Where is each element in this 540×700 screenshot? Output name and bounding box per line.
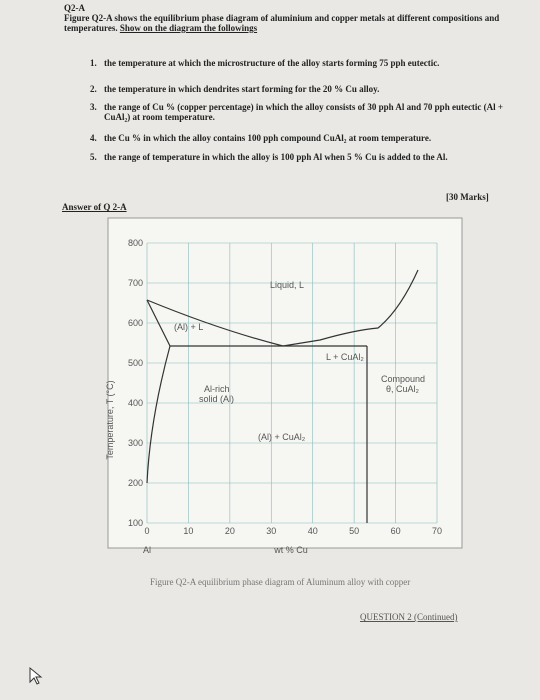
footer: QUESTION 2 (Continued) <box>360 612 458 622</box>
region-label: (Al) + CuAl₂ <box>258 432 306 442</box>
question: 4. the Cu % in which the alloy contains 1… <box>90 133 510 143</box>
question-text: the temperature in which dendrites start… <box>104 84 380 94</box>
region-label: θ, CuAl₂ <box>386 384 420 394</box>
question: 2. the temperature in which dendrites sta… <box>90 84 510 94</box>
question-number: 2. <box>90 84 97 94</box>
x-tick-label: 60 <box>391 526 401 536</box>
intro: Figure Q2-A shows the equilibrium phase … <box>64 13 504 33</box>
region-label: L + CuAl₂ <box>326 352 364 362</box>
figure-frame <box>107 217 463 549</box>
region-label: solid (Al) <box>199 394 234 404</box>
x-tick-label: 30 <box>266 526 276 536</box>
question: 5. the range of temperature in which the … <box>90 152 510 162</box>
answer-heading: Answer of Q 2-A <box>62 202 127 212</box>
region-label: Al-rich <box>204 384 230 394</box>
x-axis-label: wt % Cu <box>273 545 308 555</box>
marks: [30 Marks] <box>446 192 489 202</box>
y-tick-label: 200 <box>128 478 143 488</box>
y-tick-label: 800 <box>128 238 143 248</box>
title: Q2-A <box>64 3 85 13</box>
region-label: (Al) + L <box>174 322 203 332</box>
question: 1. the temperature at which the microstru… <box>90 58 510 68</box>
y-tick-label: 600 <box>128 318 143 328</box>
x-tick-label: 70 <box>432 526 442 536</box>
x-tick-label: 10 <box>183 526 193 536</box>
region-label: Liquid, L <box>270 280 304 290</box>
question-text: the range of Cu % (copper percentage) in… <box>104 102 504 122</box>
figure-caption: Figure Q2-A equilibrium phase diagram of… <box>150 577 411 587</box>
y-tick-label: 100 <box>128 518 143 528</box>
solvus <box>146 345 171 484</box>
y-tick-label: 300 <box>128 438 143 448</box>
x-origin-label: Al <box>143 545 151 555</box>
x-tick-label: 0 <box>144 526 149 536</box>
question-number: 3. <box>90 102 97 112</box>
y-tick-label: 700 <box>128 278 143 288</box>
y-tick-label: 500 <box>128 358 143 368</box>
question: 3. the range of Cu % (copper percentage) … <box>90 102 510 122</box>
x-tick-label: 20 <box>225 526 235 536</box>
cursor <box>29 666 43 685</box>
x-tick-label: 50 <box>349 526 359 536</box>
question-number: 5. <box>90 152 97 162</box>
y-tick-label: 400 <box>128 398 143 408</box>
question-text: the temperature at which the microstruct… <box>104 58 440 68</box>
question-number: 1. <box>90 58 97 68</box>
instruction: Show on the diagram the followings <box>119 23 258 33</box>
liquidus <box>146 269 419 347</box>
x-tick-label: 40 <box>308 526 318 536</box>
region-label: Compound <box>381 374 425 384</box>
y-axis-label: Temperature, T (°C) <box>105 380 115 459</box>
question-text: the range of temperature in which the al… <box>104 152 448 162</box>
intro-text: Figure Q2-A shows the equilibrium phase … <box>64 13 500 33</box>
question-text: the Cu % in which the alloy contains 100… <box>104 133 432 143</box>
question-number: 4. <box>90 133 97 143</box>
